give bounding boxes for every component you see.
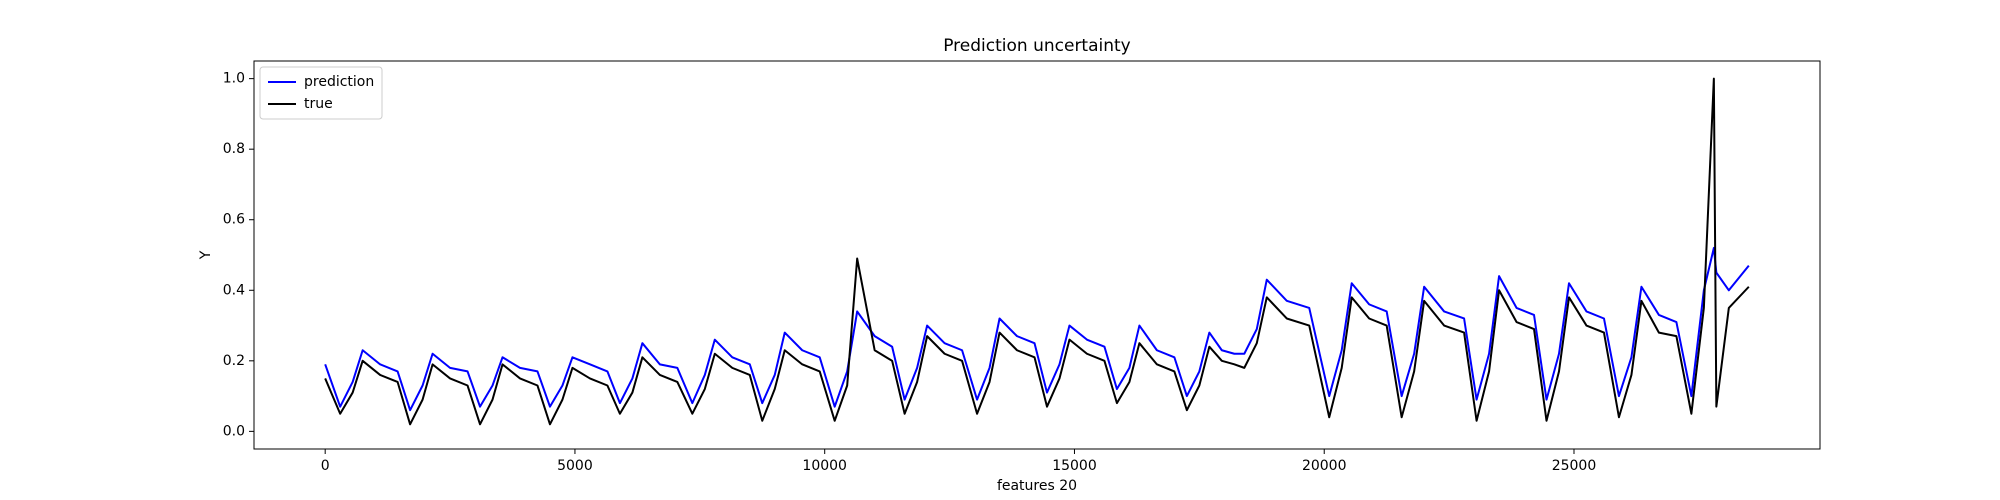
x-tick-label: 15000 xyxy=(1052,458,1097,474)
y-tick-label: 0.8 xyxy=(223,141,245,157)
y-tick-label: 1.0 xyxy=(223,71,245,87)
x-tick-label: 5000 xyxy=(557,458,593,474)
y-tick-label: 0.6 xyxy=(223,212,245,228)
series-line xyxy=(324,246,1750,412)
y-tick-label: 0.4 xyxy=(223,282,245,298)
chart-title: Prediction uncertainty xyxy=(943,36,1131,56)
legend-box xyxy=(259,66,383,120)
legend-label: prediction xyxy=(304,74,374,90)
series-line xyxy=(324,77,1750,426)
x-tick-label: 10000 xyxy=(802,458,847,474)
x-tick-label: 20000 xyxy=(1302,458,1347,474)
x-tick-label: 25000 xyxy=(1552,458,1597,474)
y-axis-label: Y xyxy=(198,250,214,260)
y-tick-label: 0.0 xyxy=(223,423,245,439)
x-axis-label: features 20 xyxy=(997,478,1077,494)
plot-frame xyxy=(253,60,1821,450)
y-tick-label: 0.2 xyxy=(223,353,245,369)
legend-label: true xyxy=(304,96,333,112)
x-tick-label: 0 xyxy=(321,458,330,474)
